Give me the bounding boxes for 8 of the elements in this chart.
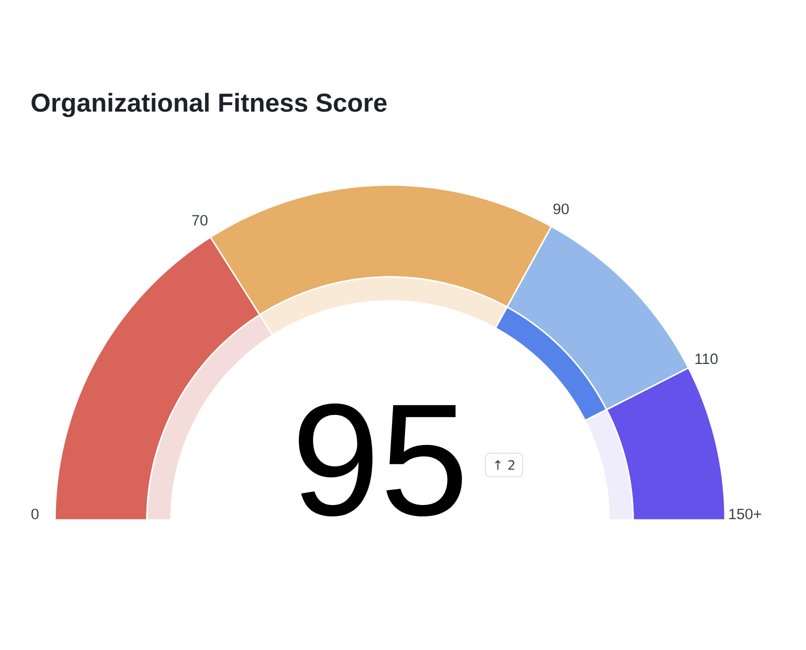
text: 90: [553, 204, 569, 214]
text: 110: [696, 354, 718, 364]
text: 150+: [729, 508, 762, 520]
text: 0: [31, 508, 39, 520]
chart-title: Organizational Fitness Score: [32, 92, 387, 118]
text: ↑ 2: [495, 460, 514, 470]
text: 95: [298, 404, 462, 516]
text: 70: [192, 214, 208, 226]
